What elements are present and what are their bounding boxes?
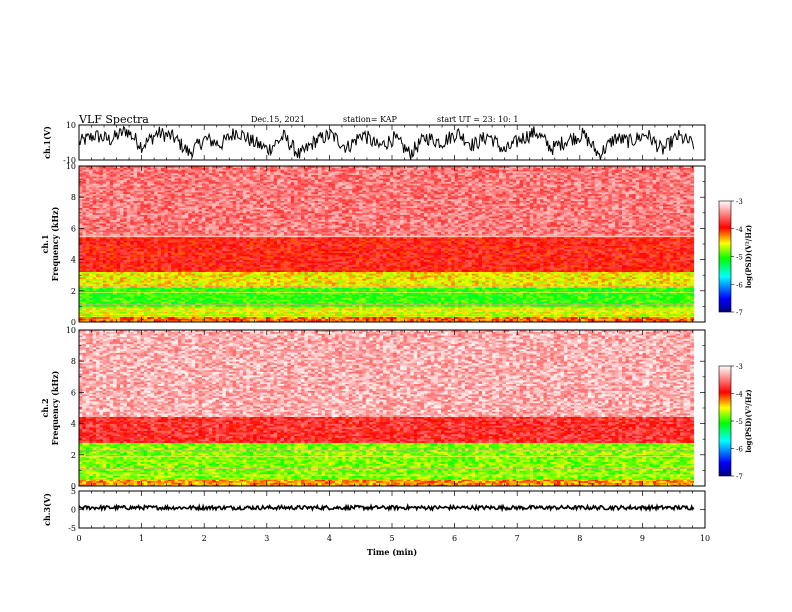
y-tick-label: 2: [71, 287, 76, 296]
ch1-colorbar-label: log(PSD)(V²/Hz): [744, 225, 753, 289]
colorbar-tick-label: -6: [736, 281, 743, 289]
ch2-spectrogram: [79, 330, 694, 486]
x-tick-label: 3: [264, 534, 269, 543]
ch2-channel-label: ch.2: [40, 398, 50, 417]
colorbar-tick-label: -7: [736, 309, 743, 317]
colorbar-tick-label: -6: [736, 446, 743, 454]
colorbar-tick-label: -4: [736, 391, 743, 399]
y-tick-label: 0: [71, 506, 76, 515]
y-tick-label: 8: [71, 193, 76, 202]
vlf-figure: 10-100246810024681050-5ch.1(V)ch.1 Freque…: [0, 0, 792, 612]
ch1-frequency-axis-label: Frequency (kHz): [50, 206, 60, 281]
x-tick-label: 4: [327, 534, 332, 543]
colorbar-tick-label: -5: [736, 418, 743, 426]
y-tick-label: 6: [71, 388, 76, 397]
y-tick-label: 2: [71, 451, 76, 460]
ch1-channel-label: ch.1: [40, 234, 50, 253]
y-tick-label: 10: [66, 326, 76, 335]
colorbar-tick-label: -3: [736, 363, 743, 371]
x-tick-label: 1: [139, 534, 144, 543]
y-tick-label: 10: [66, 121, 76, 130]
x-tick-label: 7: [515, 534, 520, 543]
y-tick-label: 4: [71, 256, 76, 265]
y-tick-label: 5: [71, 487, 76, 496]
x-tick-label: 5: [389, 534, 394, 543]
ch1-colorbar: [719, 201, 731, 312]
y-tick-label: 10: [66, 162, 76, 171]
y-tick-label: -5: [68, 524, 76, 533]
colorbar-tick-label: -4: [736, 226, 743, 234]
x-tick-label: 0: [76, 534, 81, 543]
x-axis-label: Time (min): [367, 547, 417, 557]
x-tick-label: 9: [640, 534, 645, 543]
ch2-colorbar: [719, 366, 731, 476]
x-tick-label: 8: [577, 534, 582, 543]
y-tick-label: 4: [71, 420, 76, 429]
x-tick-label: 2: [202, 534, 207, 543]
y-tick-label: 8: [71, 357, 76, 366]
colorbar-tick-label: -7: [736, 473, 743, 481]
ch2-frequency-axis-label: Frequency (kHz): [50, 370, 60, 445]
colorbar-tick-label: -3: [736, 198, 743, 206]
y-tick-label: 6: [71, 224, 76, 233]
x-tick-label: 6: [452, 534, 457, 543]
x-tick-label: 10: [700, 534, 710, 543]
ch1-waveform-line: [79, 126, 694, 160]
ch2-colorbar-label: log(PSD)(V²/Hz): [744, 389, 753, 453]
colorbar-tick-label: -5: [736, 254, 743, 262]
ch1-spectrogram: [79, 166, 694, 322]
ch3-waveform-line: [79, 506, 694, 510]
ch1-axis-label: ch.1(V): [42, 126, 52, 159]
ch3-axis-label: ch.3(V): [42, 493, 52, 526]
